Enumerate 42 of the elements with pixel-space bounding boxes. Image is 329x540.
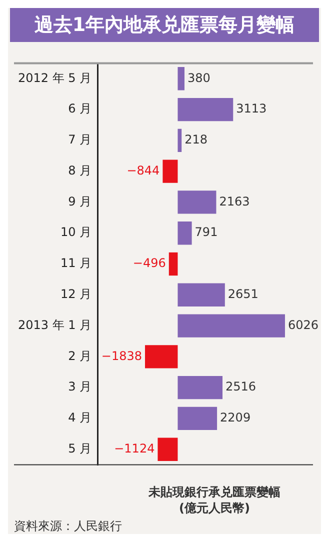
x-axis-title: 未貼現銀行承兑匯票變幅 (億元人民幣): [148, 484, 282, 516]
data-label: 2163: [219, 194, 250, 208]
data-label: 3113: [236, 102, 267, 116]
bar: [178, 283, 225, 306]
data-label: 2651: [228, 287, 258, 302]
y-tick-label: 5 月: [68, 441, 92, 456]
bar: [145, 345, 178, 368]
source-note: 資料來源：人民銀行: [14, 518, 122, 535]
bar: [178, 128, 182, 152]
y-tick-label: 10 月: [60, 225, 92, 240]
data-label: 218: [184, 132, 208, 147]
data-label: −1124: [114, 441, 155, 456]
y-tick-label: 8 月: [68, 163, 92, 178]
y-tick-label: 3 月: [68, 380, 92, 394]
bar: [168, 252, 178, 276]
y-tick-label: 2013 年 1 月: [18, 318, 92, 332]
y-tick-label: 6 月: [68, 102, 92, 116]
y-tick-label: 7 月: [68, 132, 92, 147]
chart-title: 過去1年內地承兑匯票每月變幅: [10, 8, 319, 42]
y-tick-label: 4 月: [68, 410, 92, 425]
data-label: 2516: [226, 380, 256, 394]
data-label: 380: [187, 70, 210, 85]
bar: [158, 438, 178, 461]
data-label: 791: [194, 225, 218, 240]
bar: [178, 98, 234, 122]
data-label: −844: [126, 163, 160, 178]
bar: [178, 376, 223, 400]
y-tick-label: 11 月: [60, 256, 92, 270]
bar: [178, 67, 184, 90]
y-tick-label: 2 月: [68, 348, 92, 363]
y-tick-label: 12 月: [60, 287, 92, 302]
bar: [178, 190, 216, 214]
y-tick-label: 9 月: [68, 194, 92, 208]
bar: [178, 314, 285, 338]
data-label: −496: [132, 256, 166, 270]
bar: [178, 222, 192, 245]
data-label: 6026: [288, 318, 319, 332]
data-label: −1838: [101, 348, 142, 363]
data-label: 2209: [220, 410, 251, 425]
y-tick-label: 2012 年 5 月: [18, 70, 92, 85]
bar: [178, 406, 218, 430]
bar: [162, 160, 178, 183]
